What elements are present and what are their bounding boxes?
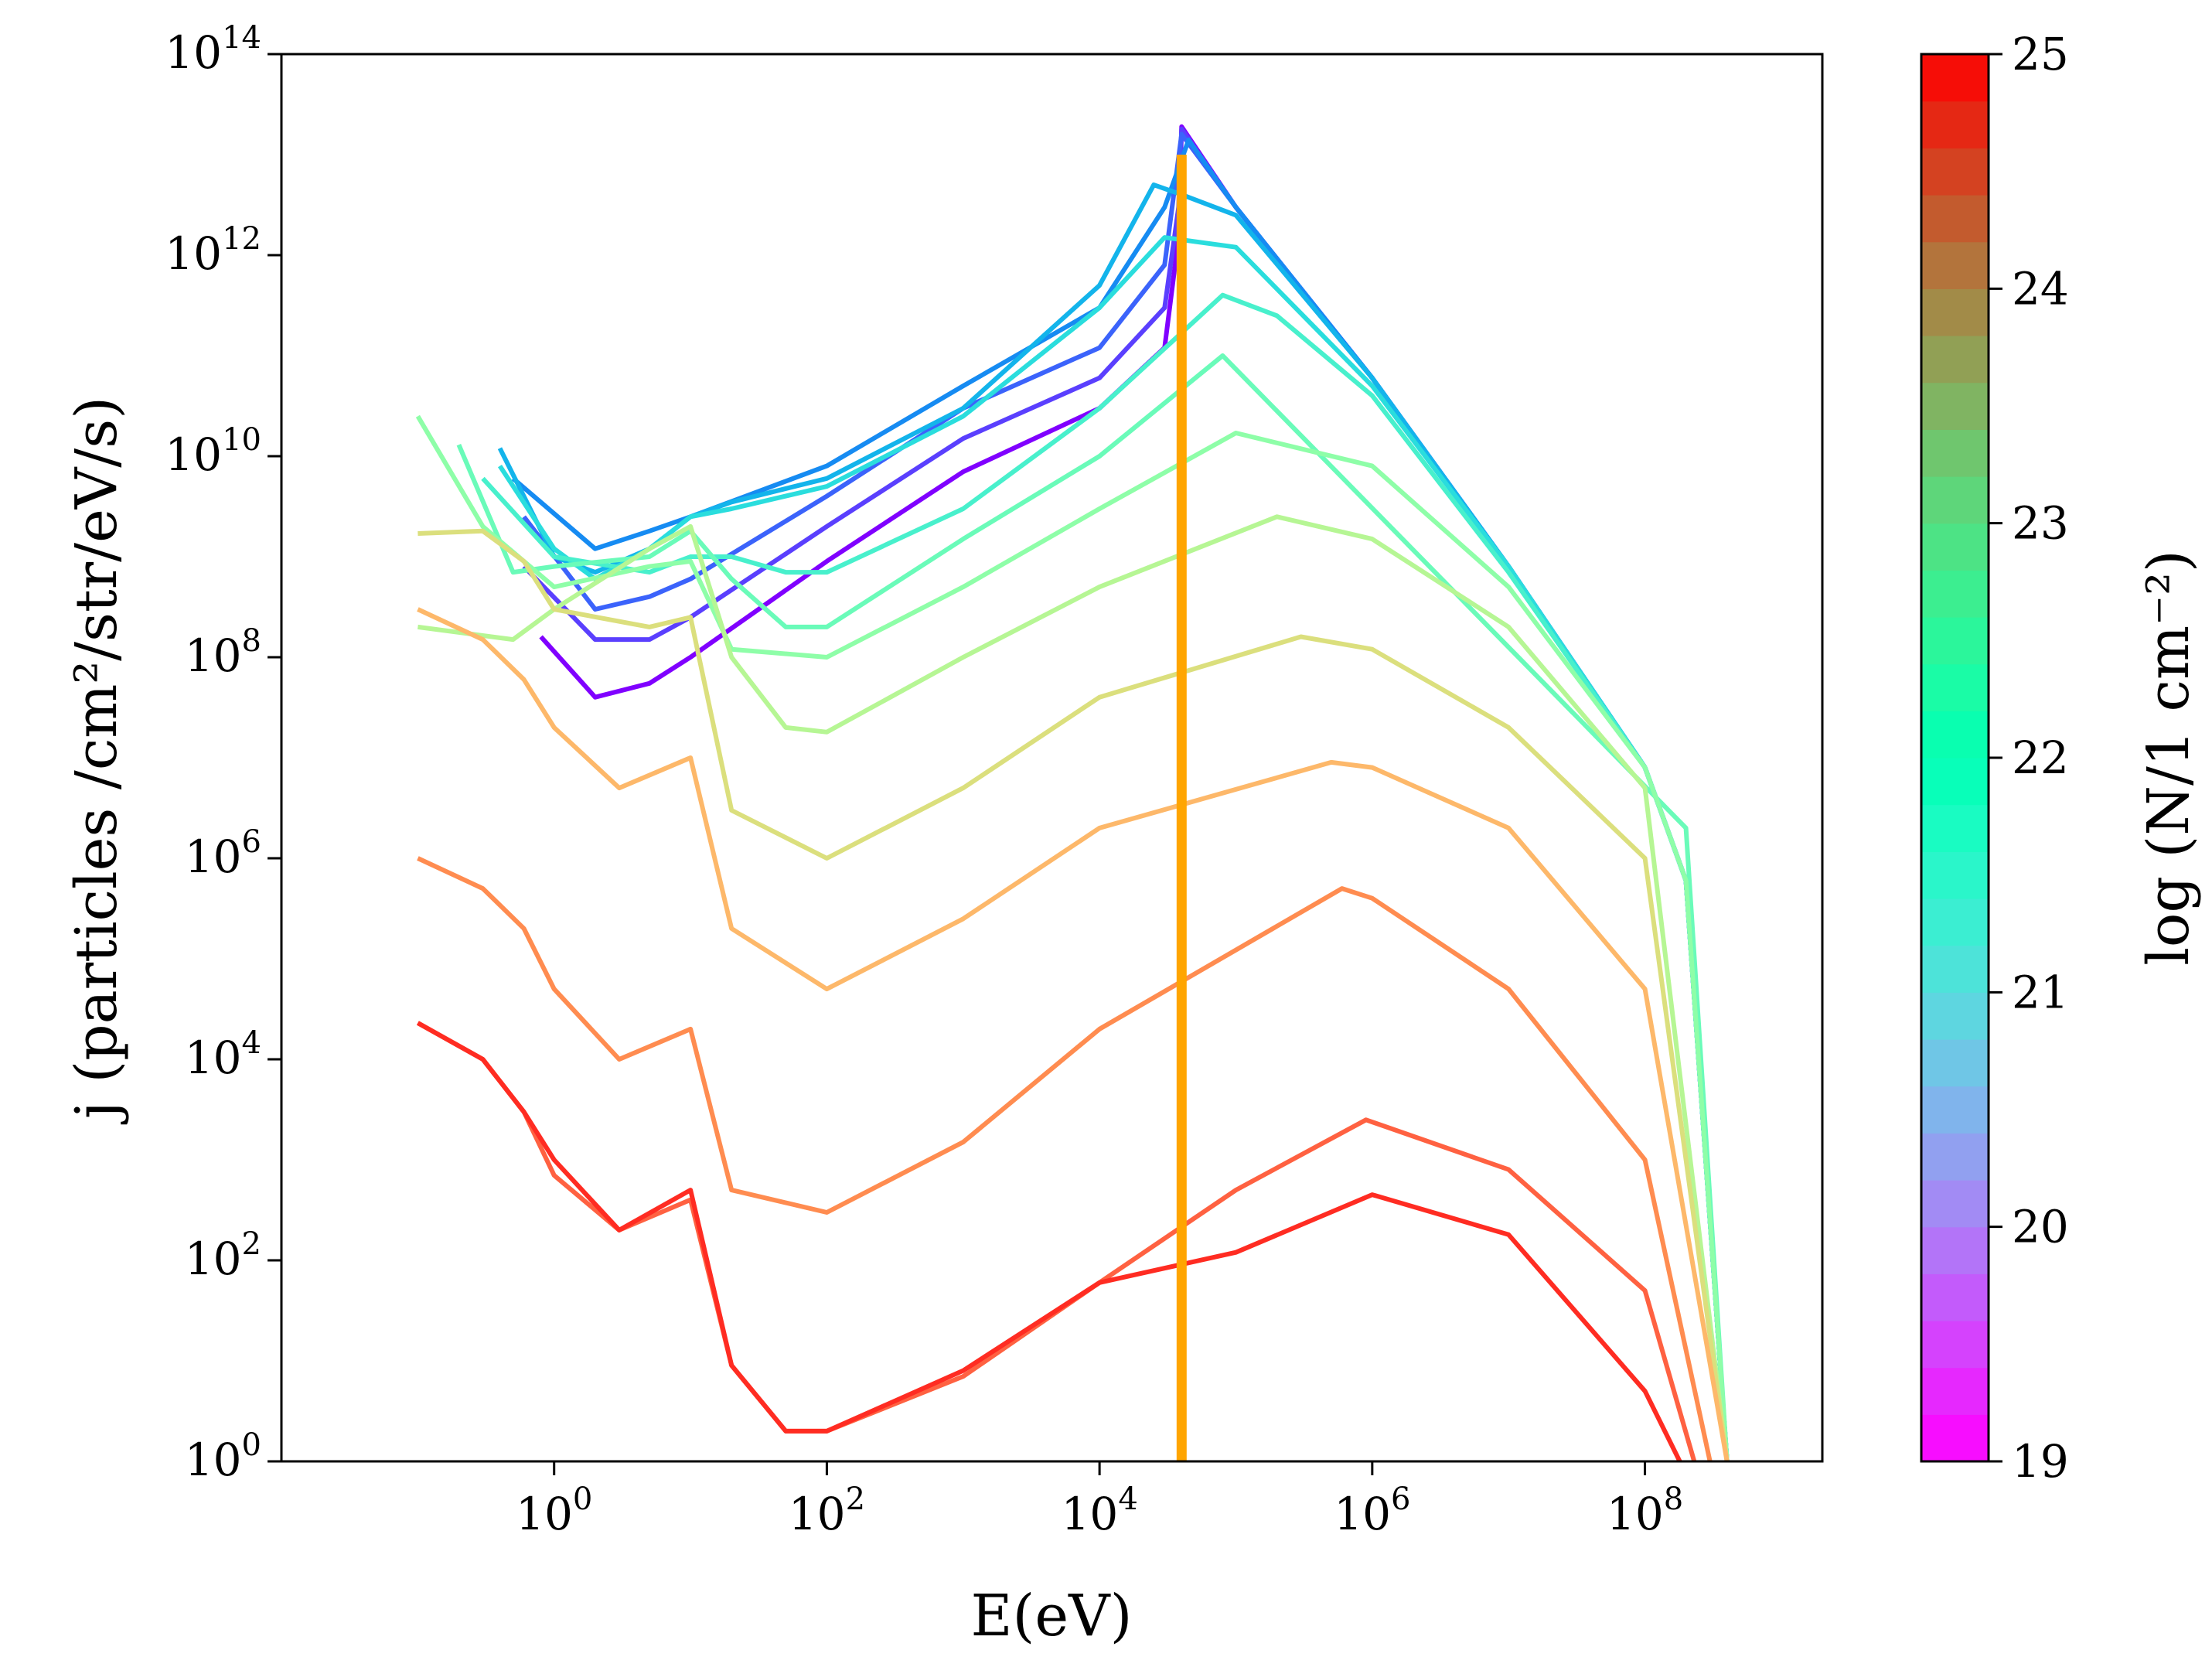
colorbar-band-9 [1921, 992, 1989, 1040]
x-tick-label-0: 100 [516, 1481, 592, 1540]
colorbar-band-28 [1921, 101, 1989, 148]
series-line-6 [481, 292, 1730, 1461]
colorbar-band-12 [1921, 851, 1989, 899]
series-line-8 [415, 414, 1730, 1461]
colorbar-label: log (N/1 cm⁻²) [2135, 550, 2202, 965]
colorbar-band-23 [1921, 336, 1989, 384]
colorbar-band-27 [1921, 148, 1989, 196]
colorbar-tick-label-2: 21 [2012, 966, 2069, 1018]
colorbar-band-2 [1921, 1321, 1989, 1369]
y-tick-label-1: 102 [185, 1226, 261, 1285]
series-line-3 [511, 138, 1730, 1461]
colorbar-gradient [1921, 54, 1989, 1462]
colorbar-band-11 [1921, 898, 1989, 946]
series-line-12 [417, 856, 1713, 1461]
colorbar-band-29 [1921, 54, 1989, 102]
y-tick-label-5: 1010 [165, 422, 261, 481]
colorbar: 19 20 21 22 23 24 25 [1920, 28, 2069, 1488]
colorbar-band-13 [1921, 804, 1989, 852]
colorbar-band-17 [1921, 617, 1989, 665]
colorbar-band-19 [1921, 523, 1989, 571]
y-axis-label: j (particles /cm²/str/eV/s) [63, 397, 130, 1125]
series-line-13 [416, 1021, 1697, 1461]
colorbar-band-4 [1921, 1226, 1989, 1274]
colorbar-band-3 [1921, 1273, 1989, 1321]
series-group [415, 124, 1730, 1461]
y-tick-label-4: 108 [185, 623, 261, 682]
colorbar-band-10 [1921, 945, 1989, 993]
x-tick-label-2: 104 [1062, 1481, 1138, 1540]
x-tick-label-4: 108 [1607, 1481, 1683, 1540]
colorbar-band-0 [1921, 1414, 1989, 1462]
y-tick-label-2: 104 [185, 1025, 261, 1084]
plot-frame [280, 53, 1824, 1463]
series-line-9 [418, 514, 1730, 1461]
colorbar-band-14 [1921, 758, 1989, 806]
colorbar-band-18 [1921, 570, 1989, 618]
series-line-11 [417, 607, 1730, 1461]
colorbar-band-7 [1921, 1086, 1989, 1134]
x-tick-label-1: 102 [789, 1481, 865, 1540]
colorbar-tick-label-1: 20 [2012, 1201, 2069, 1253]
colorbar-tick-label-3: 22 [2012, 731, 2069, 784]
colorbar-band-22 [1921, 382, 1989, 430]
colorbar-axis: 19 20 21 22 23 24 25 [1989, 28, 2069, 1488]
y-tick-label-0: 100 [185, 1427, 261, 1486]
series-line-7 [456, 353, 1730, 1461]
colorbar-tick-label-5: 24 [2012, 262, 2069, 315]
x-axis: 100 102 104 106 108 [516, 1461, 1683, 1540]
colorbar-band-1 [1921, 1367, 1989, 1415]
series-line-10 [418, 528, 1730, 1461]
colorbar-band-6 [1921, 1133, 1989, 1181]
colorbar-band-21 [1921, 429, 1989, 477]
colorbar-tick-label-4: 23 [2012, 497, 2069, 550]
colorbar-band-25 [1921, 241, 1989, 289]
colorbar-tick-label-0: 19 [2012, 1435, 2069, 1488]
series-line-14 [416, 1021, 1682, 1461]
y-tick-label-6: 1012 [165, 221, 261, 280]
colorbar-band-15 [1921, 711, 1989, 759]
colorbar-band-16 [1921, 663, 1989, 711]
y-tick-label-7: 1014 [165, 20, 261, 79]
colorbar-band-24 [1921, 288, 1989, 336]
colorbar-band-8 [1921, 1039, 1989, 1087]
colorbar-band-5 [1921, 1180, 1989, 1228]
colorbar-tick-label-6: 25 [2012, 28, 2069, 80]
colorbar-band-26 [1921, 195, 1989, 243]
y-tick-label-3: 106 [185, 824, 261, 883]
colorbar-band-20 [1921, 476, 1989, 524]
plot-area: 100 102 104 106 108 100102104106108101010121… [165, 20, 1824, 1540]
x-axis-label: E(eV) [971, 1583, 1133, 1649]
x-tick-label-3: 106 [1334, 1481, 1410, 1540]
y-axis: 100 102 104 106 108 1010 1012 1014 [165, 20, 281, 1486]
